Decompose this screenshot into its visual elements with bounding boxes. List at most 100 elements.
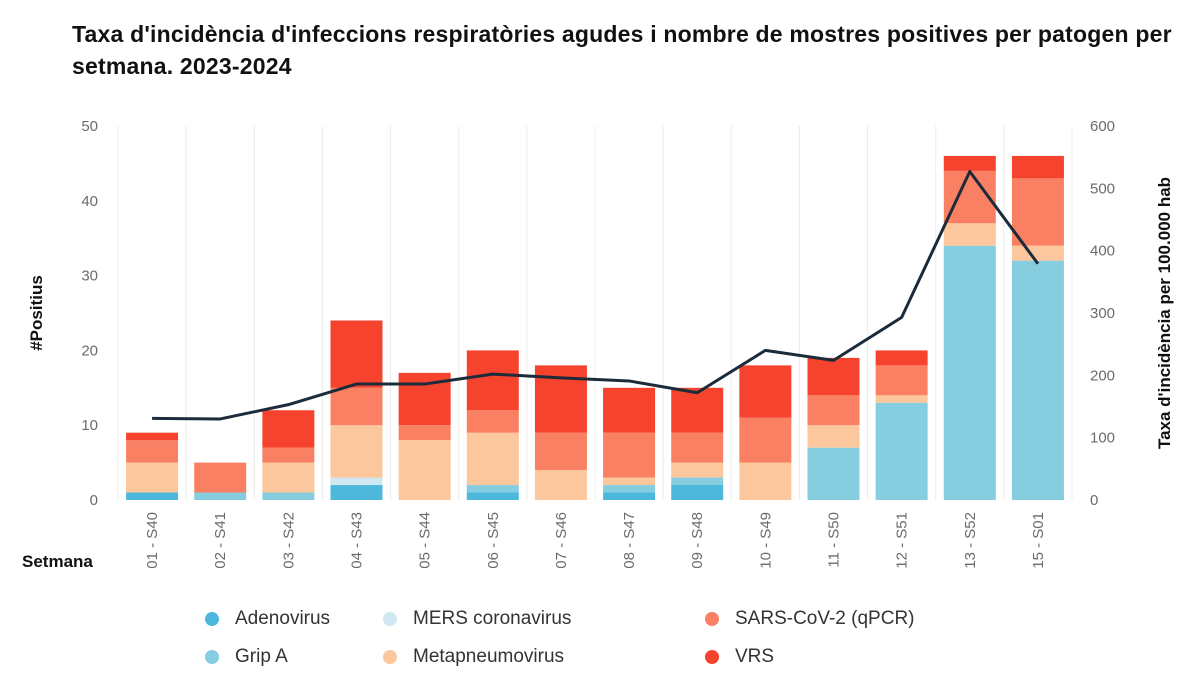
bar-segment-grip-a [603, 485, 656, 493]
bar-segment-adenovirus [603, 492, 656, 500]
bar-segment-metapneumovirus [807, 425, 860, 448]
bar-segment-metapneumovirus [739, 462, 792, 500]
legend-swatch [205, 612, 219, 626]
y-tick-label: 40 [81, 193, 98, 210]
bar-segment-metapneumovirus [534, 470, 587, 500]
bar-segment-metapneumovirus [126, 462, 179, 493]
x-axis-title: Setmana [22, 552, 93, 571]
bar-segment-grip-a [262, 492, 315, 500]
bar-segment-sars-cov-2-qpcr [807, 395, 860, 426]
y2-tick-label: 300 [1090, 305, 1115, 322]
x-tick-label: 09 - S48 [689, 512, 706, 569]
legend-item: Metapneumovirus [383, 646, 564, 668]
x-tick-label: 08 - S47 [621, 512, 638, 569]
y-tick-label: 30 [81, 268, 98, 285]
y2-tick-label: 500 [1090, 180, 1115, 197]
incidence-line [151, 170, 1040, 421]
y-tick-label: 20 [81, 342, 98, 359]
bar-segment-sars-cov-2-qpcr [875, 365, 928, 396]
x-tick-label: 12 - S51 [894, 512, 911, 569]
x-tick-label: 13 - S52 [962, 512, 979, 569]
legend-swatch [383, 650, 397, 664]
bar-segment-vrs [1011, 155, 1064, 179]
legend: Adenovirus Grip A MERS coronavirus Metapneu… [205, 606, 1025, 674]
bar-segment-sars-cov-2-qpcr [534, 432, 587, 471]
legend-label: SARS-CoV-2 (qPCR) [735, 608, 915, 629]
y-tick-label: 0 [90, 492, 98, 509]
bar-segment-mers-coronavirus [330, 477, 383, 486]
y-tick-label: 10 [81, 417, 98, 434]
bar-segment-grip-a [466, 485, 519, 493]
chart-title: Taxa d'incidència d'infeccions respiratò… [72, 21, 1172, 79]
legend-item: SARS-CoV-2 (qPCR) [705, 608, 915, 630]
bar-segment-grip-a [194, 492, 247, 500]
legend-label: Grip A [235, 646, 288, 667]
x-tick-label: 04 - S43 [349, 512, 366, 569]
x-tick-label: 07 - S46 [553, 512, 570, 569]
bar-segment-sars-cov-2-qpcr [262, 447, 315, 463]
bar-segment-vrs [126, 432, 179, 441]
legend-swatch [205, 650, 219, 664]
bar-segment-metapneumovirus [466, 432, 519, 486]
legend-label: Metapneumovirus [413, 646, 565, 667]
legend-swatch [705, 612, 719, 626]
bar-segment-adenovirus [466, 492, 519, 500]
bar-segment-sars-cov-2-qpcr [194, 462, 247, 493]
x-tick-label: 01 - S40 [144, 512, 161, 569]
bar-segment-sars-cov-2-qpcr [603, 432, 656, 478]
bar-segment-adenovirus [330, 485, 383, 500]
y2-tick-label: 0 [1090, 492, 1098, 509]
legend-label: VRS [735, 646, 775, 667]
x-axis-ticks: 01 - S40 02 - S41 03 - S42 04 - S43 05 - S44… [144, 512, 1047, 569]
bar-segment-vrs [603, 387, 656, 433]
x-tick-label: 05 - S44 [417, 512, 434, 569]
y-axis-ticks: 0 10 20 30 40 50 [81, 118, 98, 509]
bar-segment-adenovirus [126, 492, 179, 500]
bar-segment-vrs [807, 357, 860, 396]
x-tick-label: 02 - S41 [212, 512, 229, 569]
legend-item: MERS coronavirus [383, 608, 571, 630]
legend-label: MERS coronavirus [413, 608, 572, 629]
legend-swatch [383, 612, 397, 626]
bar-segment-vrs [262, 410, 315, 448]
x-tick-label: 03 - S42 [280, 512, 297, 569]
bar-segment-sars-cov-2-qpcr [398, 425, 451, 441]
bar-segment-metapneumovirus [671, 462, 724, 478]
bar-segment-vrs [330, 320, 383, 388]
y2-axis-title: Taxa d'incidència per 100.000 hab [1155, 177, 1174, 449]
bar-segment-vrs [875, 350, 928, 366]
bar-segment-grip-a [671, 477, 724, 486]
bar-segment-metapneumovirus [603, 477, 656, 486]
legend-swatch [705, 650, 719, 664]
legend-item: Adenovirus [205, 608, 330, 630]
y-axis-title: #Positius [27, 275, 46, 351]
bar-segment-sars-cov-2-qpcr [126, 440, 179, 463]
bar-segment-grip-a [1011, 260, 1064, 500]
bar-segment-metapneumovirus [943, 223, 996, 246]
bar-segment-metapneumovirus [398, 440, 451, 500]
bar-segment-grip-a [807, 447, 860, 500]
bar-segment-vrs [466, 350, 519, 411]
bar-segment-metapneumovirus [1011, 245, 1064, 261]
bar-segment-metapneumovirus [330, 425, 383, 478]
y2-tick-label: 400 [1090, 243, 1115, 260]
bar-segment-sars-cov-2-qpcr [330, 387, 383, 426]
y2-axis-ticks: 0 100 200 300 400 500 600 [1090, 118, 1115, 509]
y2-tick-label: 200 [1090, 367, 1115, 384]
y2-tick-label: 100 [1090, 430, 1115, 447]
bar-segment-vrs [671, 387, 724, 433]
bar-segment-vrs [943, 155, 996, 171]
chart: 0 10 20 30 40 50 0 100 200 300 400 500 600 01 - S40… [22, 118, 1174, 571]
x-tick-label: 11 - S50 [826, 512, 843, 568]
bars [126, 155, 1064, 500]
legend-item: VRS [705, 646, 774, 668]
x-tick-label: 06 - S45 [485, 512, 502, 569]
bar-segment-sars-cov-2-qpcr [671, 432, 724, 463]
y2-tick-label: 600 [1090, 118, 1115, 135]
x-tick-label: 10 - S49 [757, 512, 774, 569]
bar-segment-adenovirus [671, 485, 724, 500]
bar-segment-grip-a [943, 245, 996, 500]
grid-lines [117, 126, 1073, 500]
bar-segment-vrs [739, 365, 792, 418]
bar-segment-metapneumovirus [875, 395, 928, 403]
